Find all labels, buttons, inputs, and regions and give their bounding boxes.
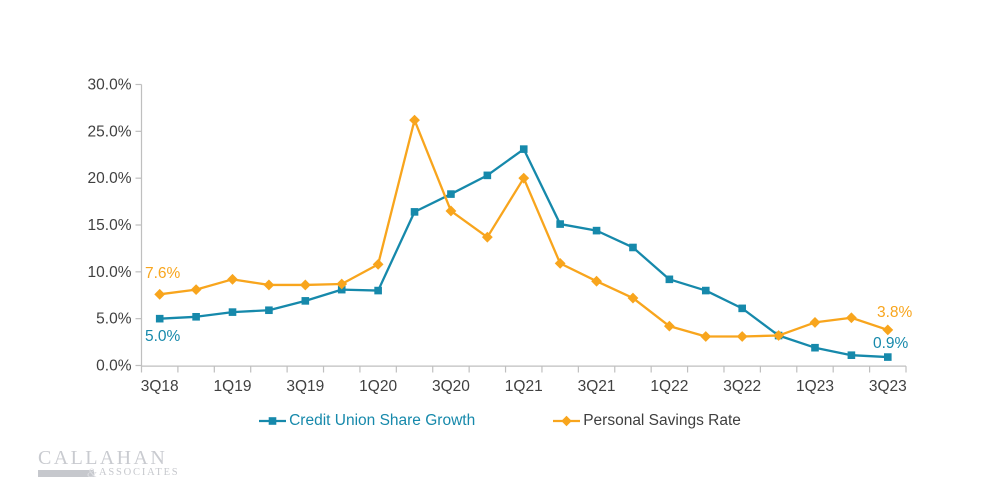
marker-square [519,145,528,153]
marker-diamond [663,320,675,332]
marker-diamond [554,258,566,269]
marker-diamond [409,114,420,126]
x-tick-label: 3Q20 [432,378,470,395]
x-tick-label: 1Q20 [359,378,397,395]
marker-diamond [518,172,530,184]
marker-diamond [299,279,311,291]
marker-square [265,306,273,315]
legend-label-personal-savings-rate: Personal Savings Rate [583,412,741,429]
series-personal-savings-rate [154,114,894,342]
marker-square [410,208,419,216]
marker-square [738,304,746,313]
data-label-personal-savings-last: 3.8% [877,304,913,321]
x-tick-label: 3Q18 [141,378,179,395]
marker-diamond [190,284,202,296]
marker-diamond [700,331,712,342]
y-tick-label: 20.0% [88,170,132,187]
marker-square [665,275,674,284]
marker-square [556,220,564,228]
logo-callahan-text: CALLAHAN [38,447,168,469]
x-axis-labels: 3Q18 1Q19 3Q19 1Q20 3Q20 1Q21 3Q21 1Q22 3Q22 1Q23… [141,378,907,395]
data-label-share-growth-first: 5.0% [145,328,181,345]
series-credit-union-share-growth [155,145,892,361]
marker-diamond [336,278,348,290]
marker-diamond [627,292,639,304]
y-tick-label: 25.0% [88,123,132,140]
marker-square [192,312,200,321]
data-label-personal-savings-first: 7.6% [145,265,181,282]
callahan-associates-logo: CALLAHAN & ASSOCIATES [38,447,180,479]
marker-diamond [845,312,857,324]
y-tick-label: 15.0% [88,217,132,234]
marker-diamond [773,330,784,341]
marker-diamond [154,288,166,300]
chart-legend: Credit Union Share Growth Personal Savin… [0,413,1000,429]
data-label-share-growth-last: 0.9% [873,335,909,352]
marker-square [701,286,710,295]
marker-square [337,285,346,294]
y-axis-labels: 0.0% 5.0% 10.0% 15.0% 20.0% 25.0% 30.0% [88,77,132,375]
marker-square [374,286,382,295]
logo-bar: & [38,466,97,479]
marker-square [447,190,455,198]
x-tick-label: 3Q23 [869,378,907,395]
marker-diamond [263,279,275,291]
marker-diamond [227,273,238,285]
marker-square [228,308,237,316]
marker-diamond [591,275,602,287]
marker-diamond [481,231,493,243]
y-tick-label: 30.0% [88,77,132,94]
x-tick-label: 3Q22 [723,378,761,395]
y-tick-label: 0.0% [96,358,132,375]
x-tick-label: 3Q19 [286,378,324,395]
legend-label-credit-union-share-growth: Credit Union Share Growth [289,412,476,429]
marker-diamond [372,258,384,270]
marker-square [811,343,819,352]
axes [135,83,907,373]
marker-square [483,171,492,180]
marker-diamond [736,331,748,342]
marker-diamond [882,324,894,336]
legend-line-diamond-icon [553,415,581,426]
marker-square [301,297,310,305]
marker-diamond [809,317,821,328]
legend-line-square-icon [259,416,287,425]
marker-diamond [445,205,457,217]
x-tick-label: 1Q22 [650,378,688,395]
y-tick-label: 5.0% [96,311,132,328]
logo-associates-text: ASSOCIATES [99,467,180,479]
x-tick-label: 1Q23 [796,378,834,395]
x-tick-label: 1Q19 [214,378,252,395]
marker-square [847,351,856,359]
marker-square [629,243,637,252]
legend-item-personal-savings-rate: Personal Savings Rate [553,413,741,429]
x-tick-label: 1Q21 [505,378,543,395]
logo-ampersand: & [86,465,97,480]
x-tick-label: 3Q21 [578,378,616,395]
legend-item-credit-union-share-growth: Credit Union Share Growth [259,413,475,429]
marker-square [883,353,892,361]
marker-square [155,314,164,323]
marker-square [592,226,601,235]
y-tick-label: 10.0% [88,264,132,281]
logo-associates-row: & ASSOCIATES [38,466,180,479]
